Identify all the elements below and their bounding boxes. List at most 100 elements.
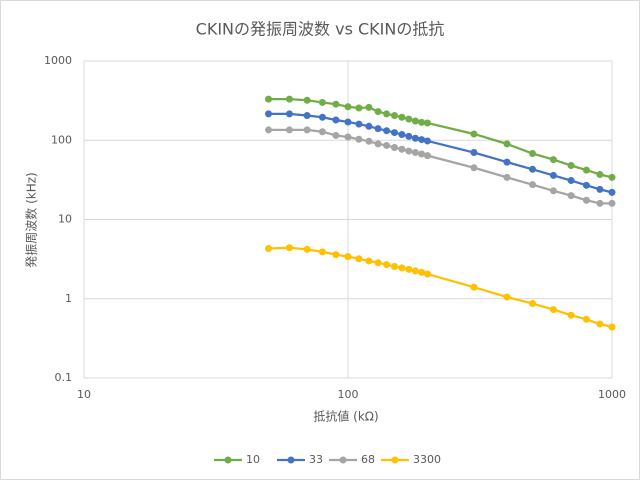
y-tick-label: 1: [65, 292, 72, 305]
data-point: [303, 245, 311, 253]
data-point: [418, 150, 426, 158]
data-point: [383, 261, 391, 269]
x-tick-label: 10: [77, 388, 91, 401]
data-point: [355, 255, 363, 263]
data-point: [608, 173, 616, 181]
data-point: [365, 122, 373, 130]
data-point: [285, 126, 293, 134]
y-tick-label: 1000: [44, 54, 72, 67]
data-point: [405, 147, 413, 155]
data-point: [470, 283, 478, 291]
data-point: [596, 199, 604, 207]
data-point: [423, 270, 431, 278]
data-point: [344, 103, 352, 111]
data-point: [390, 144, 398, 152]
data-point: [470, 130, 478, 138]
data-point: [374, 259, 382, 267]
data-point: [567, 192, 575, 200]
data-point: [398, 113, 406, 121]
data-point: [365, 137, 373, 145]
data-point: [355, 104, 363, 112]
data-point: [332, 116, 340, 124]
data-point: [503, 140, 511, 148]
data-point: [582, 166, 590, 174]
data-point: [411, 267, 419, 275]
data-point: [318, 113, 326, 121]
legend-marker: [339, 456, 347, 464]
data-point: [582, 181, 590, 189]
data-point: [390, 263, 398, 271]
data-point: [355, 120, 363, 128]
data-point: [265, 245, 273, 253]
data-point: [423, 152, 431, 160]
data-point: [470, 149, 478, 157]
data-point: [405, 265, 413, 273]
legend-marker: [287, 456, 295, 464]
data-point: [503, 293, 511, 301]
legend-label: 68: [361, 453, 375, 466]
data-point: [549, 306, 557, 314]
y-tick-label: 100: [51, 133, 72, 146]
data-point: [503, 173, 511, 181]
data-point: [582, 315, 590, 323]
data-point: [365, 257, 373, 265]
data-point: [529, 165, 537, 173]
data-point: [332, 131, 340, 139]
data-point: [549, 187, 557, 195]
data-point: [608, 188, 616, 196]
data-point: [383, 127, 391, 135]
y-axis-title: 発振周波数 (kHz): [24, 172, 39, 267]
data-point: [344, 118, 352, 126]
data-point: [265, 126, 273, 134]
data-point: [303, 112, 311, 120]
legend-marker: [224, 456, 232, 464]
data-point: [470, 164, 478, 172]
data-point: [398, 145, 406, 153]
series: [265, 126, 616, 207]
data-point: [285, 244, 293, 252]
data-point: [596, 170, 604, 178]
data-point: [405, 132, 413, 140]
data-point: [285, 95, 293, 103]
data-point: [405, 115, 413, 123]
x-axis-title: 抵抗値 (kΩ): [313, 409, 378, 424]
data-point: [529, 150, 537, 158]
data-point: [332, 100, 340, 108]
data-point: [411, 117, 419, 125]
data-point: [374, 108, 382, 116]
series: [265, 95, 616, 181]
series: [265, 244, 616, 331]
legend-label: 33: [309, 453, 323, 466]
legend-label: 3300: [413, 453, 441, 466]
data-point: [608, 323, 616, 331]
data-point: [390, 129, 398, 137]
data-point: [418, 136, 426, 144]
data-point: [374, 140, 382, 148]
data-point: [596, 185, 604, 193]
data-point: [411, 134, 419, 142]
data-point: [303, 126, 311, 134]
data-point: [529, 181, 537, 189]
data-point: [418, 268, 426, 276]
data-point: [582, 196, 590, 204]
data-point: [383, 141, 391, 149]
x-tick-label: 100: [338, 388, 359, 401]
data-point: [549, 156, 557, 164]
data-point: [423, 137, 431, 145]
data-point: [344, 133, 352, 141]
data-point: [365, 103, 373, 111]
data-point: [411, 149, 419, 157]
y-tick-label: 0.1: [55, 371, 73, 384]
series: [265, 110, 616, 196]
data-point: [567, 162, 575, 170]
data-point: [567, 177, 575, 185]
x-tick-label: 1000: [598, 388, 626, 401]
data-point: [265, 110, 273, 118]
data-point: [285, 110, 293, 118]
data-point: [374, 125, 382, 133]
data-point: [529, 300, 537, 308]
data-point: [398, 264, 406, 272]
y-tick-label: 10: [58, 213, 72, 226]
